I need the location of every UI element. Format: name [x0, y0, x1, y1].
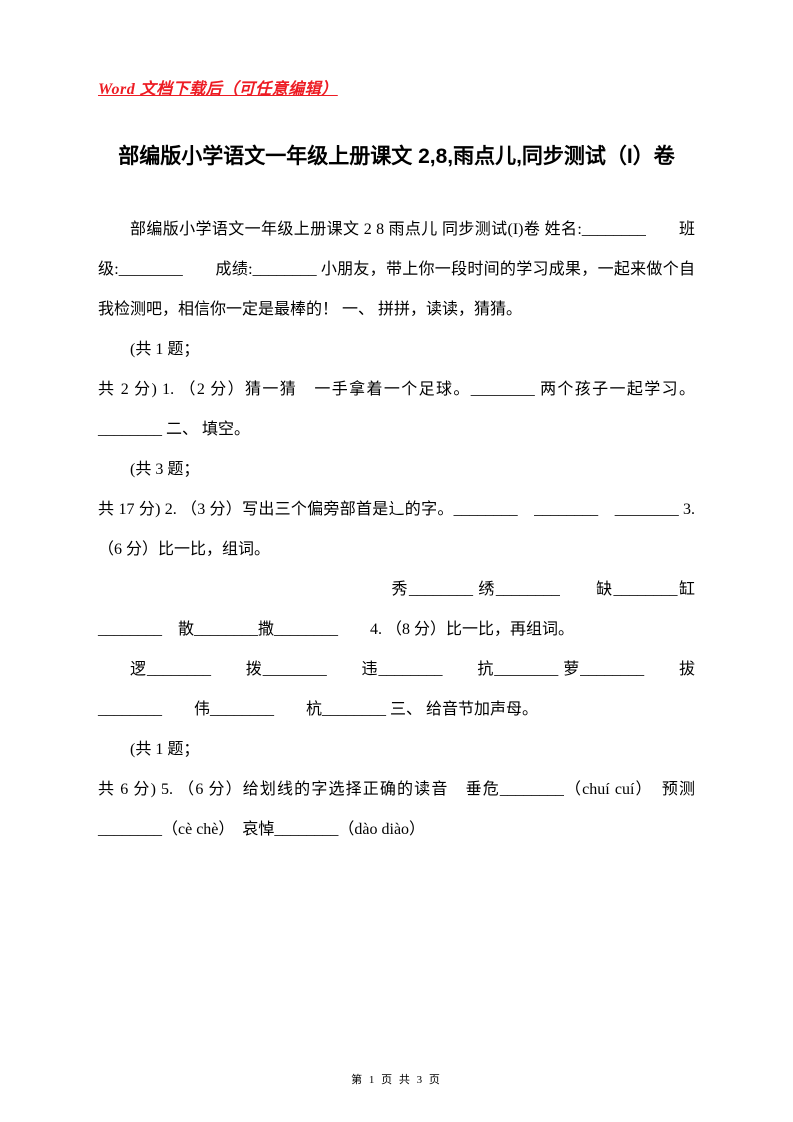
paragraph-8: (共 1 题；	[98, 730, 695, 770]
document-title: 部编版小学语文一年级上册课文 2,8,雨点儿,同步测试（I）卷	[98, 134, 695, 180]
paragraph-2: (共 1 题；	[98, 330, 695, 370]
paragraph-6: 秀________ 绣________ 缺________缸________ 散…	[98, 570, 695, 650]
paragraph-5: 共 17 分) 2. （3 分）写出三个偏旁部首是辶的字。________ __…	[98, 490, 695, 570]
document-body: 部编版小学语文一年级上册课文 2 8 雨点儿 同步测试(I)卷 姓名:_____…	[98, 210, 695, 850]
paragraph-7: 逻________ 拨________ 违________ 抗________ …	[98, 650, 695, 730]
paragraph-9: 共 6 分) 5. （6 分）给划线的字选择正确的读音 垂危________（c…	[98, 770, 695, 850]
page-footer: 第 1 页 共 3 页	[0, 1071, 793, 1087]
header-note: Word 文档下载后（可任意编辑）	[98, 75, 695, 99]
paragraph-4: (共 3 题；	[98, 450, 695, 490]
paragraph-1: 部编版小学语文一年级上册课文 2 8 雨点儿 同步测试(I)卷 姓名:_____…	[98, 210, 695, 330]
paragraph-3: 共 2 分) 1. （2 分）猜一猜 一手拿着一个足球。________ 两个孩…	[98, 370, 695, 450]
